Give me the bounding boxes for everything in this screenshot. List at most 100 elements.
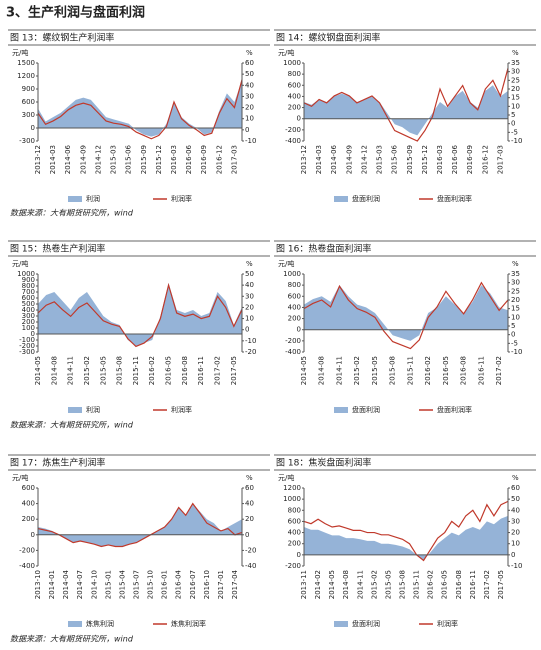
- y-tick-label: 300: [22, 312, 35, 320]
- legend-label: 利润: [86, 405, 100, 414]
- y-tick-label: 600: [288, 517, 301, 525]
- y-tick-label: 1000: [283, 270, 301, 278]
- y2-tick-label: 40: [245, 81, 254, 89]
- x-tick-label: 2014-08: [342, 570, 350, 599]
- y-tick-label: 800: [22, 282, 35, 290]
- y-tick-label: -200: [285, 562, 301, 570]
- y2-tick-label: 0: [511, 551, 515, 559]
- x-tick-label: 2014-08: [318, 356, 326, 385]
- y-tick-label: 200: [288, 315, 301, 323]
- legend-label: 利润率: [171, 405, 192, 414]
- x-tick-label: 2016-06: [185, 144, 193, 174]
- y2-tick-label: 60: [245, 59, 254, 67]
- x-tick-label: 2017-03: [496, 145, 504, 174]
- chart-title: 图 14：螺纹钢盘面利润率: [276, 32, 380, 44]
- x-tick-label: 2016-02: [424, 356, 432, 385]
- x-tick-label: 2016-09: [200, 145, 208, 174]
- legend-label: 利润率: [171, 194, 192, 203]
- x-tick-label: 2015-05: [371, 356, 379, 385]
- page-title: 3、生产利润与盘面利润: [6, 5, 145, 21]
- x-tick-label: 2015-02: [83, 356, 91, 385]
- x-tick-label: 2017-04: [231, 569, 239, 599]
- y-tick-label: 900: [22, 85, 35, 93]
- y2-tick-label: 30: [511, 517, 520, 525]
- y2-unit: %: [512, 474, 519, 482]
- y2-tick-label: 10: [511, 313, 520, 321]
- x-tick-label: 2013-12: [34, 145, 42, 174]
- y-tick-label: -400: [285, 348, 301, 356]
- y-tick-label: -200: [285, 126, 301, 134]
- chart-title: 图 16：热卷盘面利润率: [276, 243, 371, 255]
- x-tick-label: 2015-11: [132, 356, 140, 385]
- x-tick-label: 2016-08: [181, 356, 189, 385]
- x-tick-label: 2016-09: [466, 145, 474, 174]
- y-tick-label: -200: [19, 342, 35, 350]
- y2-tick-label: 20: [245, 303, 254, 311]
- y2-tick-label: 0: [245, 126, 249, 134]
- y-tick-label: 400: [288, 303, 301, 311]
- x-tick-label: 2014-03: [49, 145, 57, 174]
- area: [38, 503, 242, 547]
- y2-tick-label: 15: [511, 305, 520, 313]
- y-tick-label: 0: [31, 531, 35, 539]
- chart-title: 图 18：焦炭盘面利润率: [276, 457, 371, 469]
- x-tick-label: 2015-09: [406, 145, 414, 174]
- x-tick-label: 2015-12: [155, 145, 163, 174]
- y-tick-label: 400: [288, 92, 301, 100]
- y-tick-label: 200: [22, 515, 35, 523]
- y-tick-label: -300: [19, 137, 35, 145]
- y2-tick-label: 25: [511, 287, 520, 295]
- chart-title: 图 15：热卷生产利润率: [10, 243, 105, 255]
- x-tick-label: 2016-12: [481, 145, 489, 174]
- y2-tick-label: 20: [511, 296, 520, 304]
- y2-tick-label: -20: [245, 348, 256, 356]
- y2-tick-label: 30: [245, 92, 254, 100]
- x-tick-label: 2014-05: [34, 356, 42, 385]
- x-tick-label: 2017-03: [230, 145, 238, 174]
- legend-swatch: [68, 196, 82, 202]
- y-tick-label: 300: [22, 111, 35, 119]
- x-tick-label: 2016-12: [215, 145, 223, 174]
- y-unit: 元/吨: [278, 48, 294, 57]
- line: [303, 68, 509, 142]
- line: [303, 281, 509, 350]
- y-tick-label: -200: [19, 546, 35, 554]
- y2-tick-label: 20: [245, 515, 254, 523]
- y2-unit: %: [246, 49, 253, 57]
- y-tick-label: 1000: [17, 270, 35, 278]
- y-tick-label: 1500: [17, 59, 35, 67]
- y-tick-label: 600: [288, 292, 301, 300]
- y2-tick-label: 15: [511, 94, 520, 102]
- y-tick-label: 0: [297, 115, 301, 123]
- x-tick-label: 2015-11: [406, 356, 414, 385]
- y-tick-label: 0: [297, 326, 301, 334]
- y-tick-label: 900: [22, 276, 35, 284]
- y2-tick-label: -10: [245, 137, 256, 145]
- x-tick-label: 2015-09: [140, 145, 148, 174]
- x-tick-label: 2016-01: [161, 570, 169, 599]
- x-tick-label: 2016-02: [148, 356, 156, 385]
- y2-tick-label: 40: [245, 500, 254, 508]
- line: [37, 282, 243, 348]
- x-tick-label: 2015-10: [147, 570, 155, 599]
- x-tick-label: 2015-12: [421, 145, 429, 174]
- legend-label: 炼焦利润: [86, 619, 114, 628]
- y-unit: 元/吨: [12, 473, 28, 482]
- y2-tick-label: 40: [511, 506, 520, 514]
- x-tick-label: 2014-11: [67, 356, 75, 385]
- y2-tick-label: 60: [245, 484, 254, 492]
- x-tick-label: 2014-05: [328, 570, 336, 599]
- x-tick-label: 2017-05: [230, 356, 238, 385]
- area: [38, 80, 242, 137]
- x-tick-label: 2017-02: [483, 570, 491, 599]
- y-tick-label: 0: [31, 330, 35, 338]
- x-tick-label: 2014-09: [345, 145, 353, 174]
- y2-tick-label: 30: [511, 279, 520, 287]
- y-unit: 元/吨: [12, 259, 28, 268]
- y-tick-label: 800: [288, 506, 301, 514]
- x-tick-label: 2013-10: [34, 570, 42, 599]
- y2-tick-label: 20: [245, 104, 254, 112]
- legend-swatch: [334, 196, 348, 202]
- x-tick-label: 2016-03: [436, 145, 444, 174]
- y2-tick-label: 20: [511, 85, 520, 93]
